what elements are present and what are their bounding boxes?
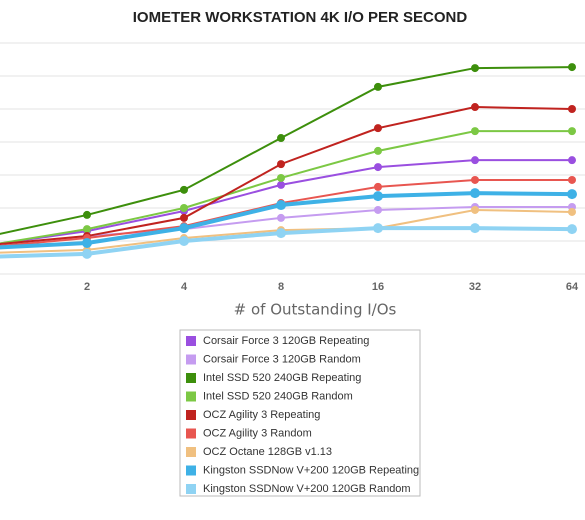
data-point — [83, 210, 91, 219]
data-point — [567, 189, 577, 200]
data-point — [567, 224, 577, 235]
legend-label: Intel SSD 520 240GB Repeating — [203, 372, 361, 384]
chart-title: IOMETER WORKSTATION 4K I/O PER SECOND — [133, 9, 468, 26]
data-point — [373, 223, 383, 234]
data-point — [374, 205, 382, 214]
data-point — [277, 180, 285, 189]
data-point — [471, 156, 479, 165]
data-point — [276, 200, 286, 211]
data-point — [180, 204, 188, 212]
data-point — [471, 127, 479, 136]
legend-label: OCZ Octane 128GB v1.13 — [203, 446, 332, 458]
data-point — [374, 146, 382, 155]
x-tick-label: 32 — [469, 281, 481, 293]
data-point — [83, 225, 91, 234]
data-point — [277, 134, 285, 143]
legend-swatch — [186, 447, 196, 457]
legend-label: Intel SSD 520 240GB Random — [203, 390, 353, 402]
data-point — [568, 63, 576, 72]
data-point — [180, 185, 188, 194]
legend-label: Kingston SSDNow V+200 120GB Random — [203, 483, 411, 495]
x-tick-label: 2 — [84, 281, 90, 293]
plot — [0, 63, 577, 259]
data-point — [374, 124, 382, 133]
data-point — [180, 213, 188, 222]
data-point — [277, 173, 285, 182]
legend-label: OCZ Agility 3 Random — [203, 427, 312, 439]
data-point — [471, 175, 479, 184]
data-point — [277, 160, 285, 169]
data-point — [568, 105, 576, 113]
legend-label: OCZ Agility 3 Repeating — [203, 409, 320, 421]
data-point — [568, 156, 576, 165]
data-point — [568, 207, 576, 216]
legend-swatch — [186, 484, 196, 494]
legend-swatch — [186, 391, 196, 402]
data-point — [277, 213, 285, 222]
legend-box — [179, 329, 421, 497]
data-point — [82, 248, 92, 259]
data-point — [373, 191, 383, 202]
legend-swatch — [186, 354, 196, 365]
legend-label: Kingston SSDNow V+200 120GB Repeating — [203, 464, 419, 476]
legend: Corsair Force 3 120GB Repeating Corsair F… — [186, 335, 419, 495]
legend-swatch — [186, 336, 196, 346]
data-point — [471, 103, 479, 112]
legend-swatch — [186, 465, 196, 476]
x-tick-label: 4 — [181, 281, 188, 293]
data-point — [179, 236, 189, 246]
legend-swatch — [186, 410, 196, 420]
data-point — [471, 64, 479, 73]
legend-label: Corsair Force 3 120GB Repeating — [203, 335, 369, 347]
data-point — [374, 182, 382, 191]
data-point — [82, 237, 92, 248]
data-point — [374, 82, 382, 91]
data-point — [374, 163, 382, 172]
x-axis-title: # of Outstanding I/Os — [234, 301, 397, 319]
legend-swatch — [186, 373, 196, 383]
data-point — [471, 205, 479, 214]
x-tick-label: 8 — [278, 281, 284, 293]
x-tick-label: 64 — [566, 281, 579, 293]
x-tick-label: 16 — [372, 281, 384, 293]
legend-label: Corsair Force 3 120GB Random — [203, 353, 361, 365]
data-point — [568, 175, 576, 184]
data-point — [470, 188, 480, 199]
data-point — [179, 223, 189, 234]
data-point — [276, 228, 286, 239]
data-point — [568, 127, 576, 136]
legend-swatch — [186, 428, 196, 439]
data-point — [470, 223, 480, 234]
